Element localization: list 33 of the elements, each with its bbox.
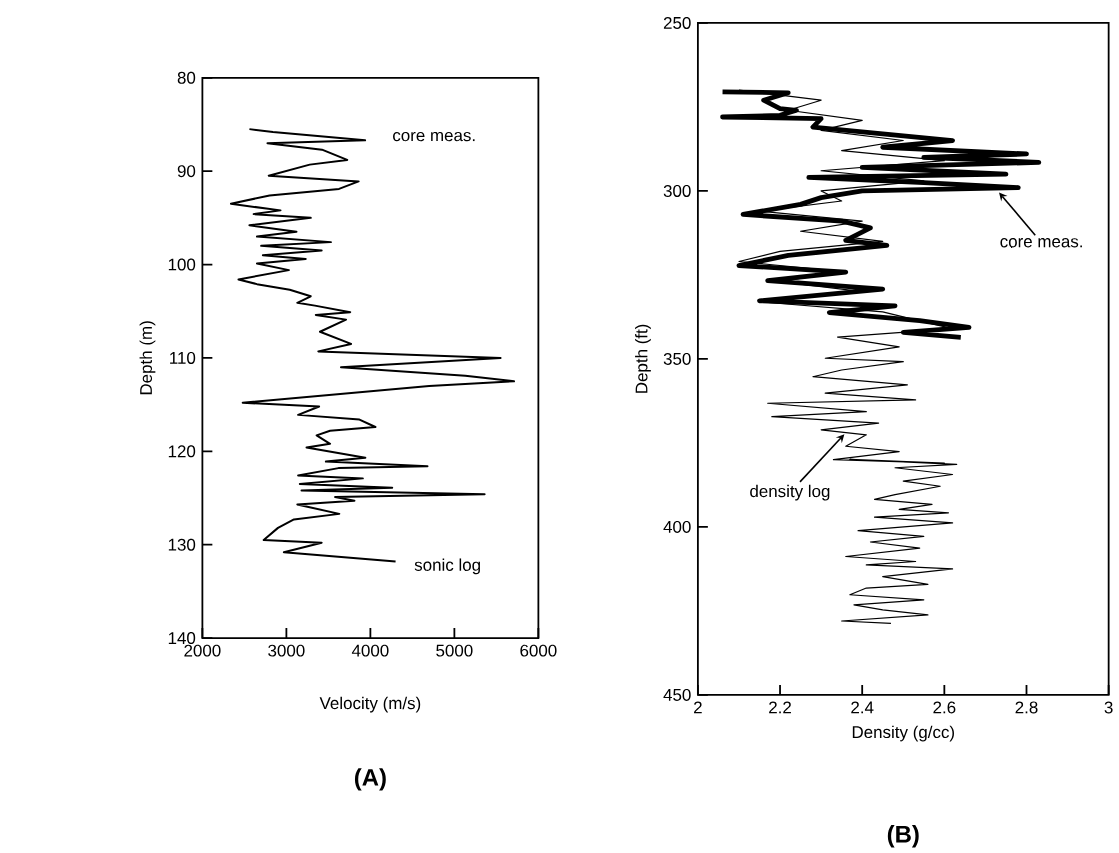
y-axis-title: Depth (m) <box>139 321 156 395</box>
annotation: sonic log <box>414 558 480 575</box>
x-tick-label: 6000 <box>520 644 557 657</box>
x-tick-label: 4000 <box>351 644 389 657</box>
y-tick-label: 350 <box>663 352 691 365</box>
y-tick-label: 110 <box>170 351 196 364</box>
x-tick-label: 2.4 <box>851 701 874 714</box>
x-tick-label: 2.8 <box>1015 701 1038 714</box>
x-tick-label: 3 <box>1104 701 1113 714</box>
y-tick-label: 100 <box>168 258 196 271</box>
y-axis-title: Depth (ft) <box>635 324 651 393</box>
annotation: core meas. <box>393 131 475 142</box>
y-tick-label: 80 <box>177 71 196 84</box>
x-axis-title: Density (g/cc) <box>852 725 954 742</box>
y-tick-label: 140 <box>168 631 196 644</box>
text: (B) <box>887 824 919 848</box>
x-tick-label: 2.6 <box>933 701 956 714</box>
x-tick-label: 2000 <box>184 644 221 657</box>
text: (A) <box>354 768 386 791</box>
y-tick-label: 300 <box>663 184 691 197</box>
x-tick-label: 2.2 <box>769 701 791 714</box>
x-tick-label: 5000 <box>436 644 473 657</box>
x-tick-label: 3000 <box>268 644 305 657</box>
y-tick-label: 130 <box>168 538 196 551</box>
annotation: core meas. <box>1000 237 1082 248</box>
x-tick-label: 2 <box>694 701 702 714</box>
annotation: density log <box>750 484 830 501</box>
y-tick-label: 90 <box>177 164 196 177</box>
y-tick-label: 400 <box>663 520 691 533</box>
y-tick-label: 120 <box>168 445 196 458</box>
y-tick-label: 450 <box>663 688 691 701</box>
x-axis-title: Velocity (m/s) <box>319 696 421 713</box>
y-tick-label: 250 <box>663 16 691 29</box>
